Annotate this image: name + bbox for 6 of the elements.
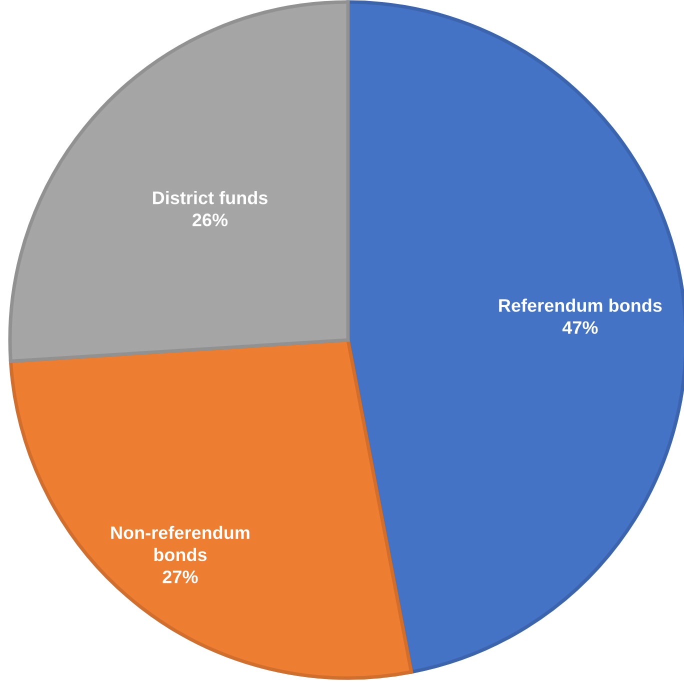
slice-label: Referendum bonds (499, 298, 662, 312)
slice-label: District funds (153, 190, 268, 204)
data-label: 47% (562, 321, 598, 334)
data-label: 26% (192, 214, 228, 226)
slice-label: Non-referendum bonds (111, 526, 250, 562)
data-label: 27% (162, 570, 198, 584)
